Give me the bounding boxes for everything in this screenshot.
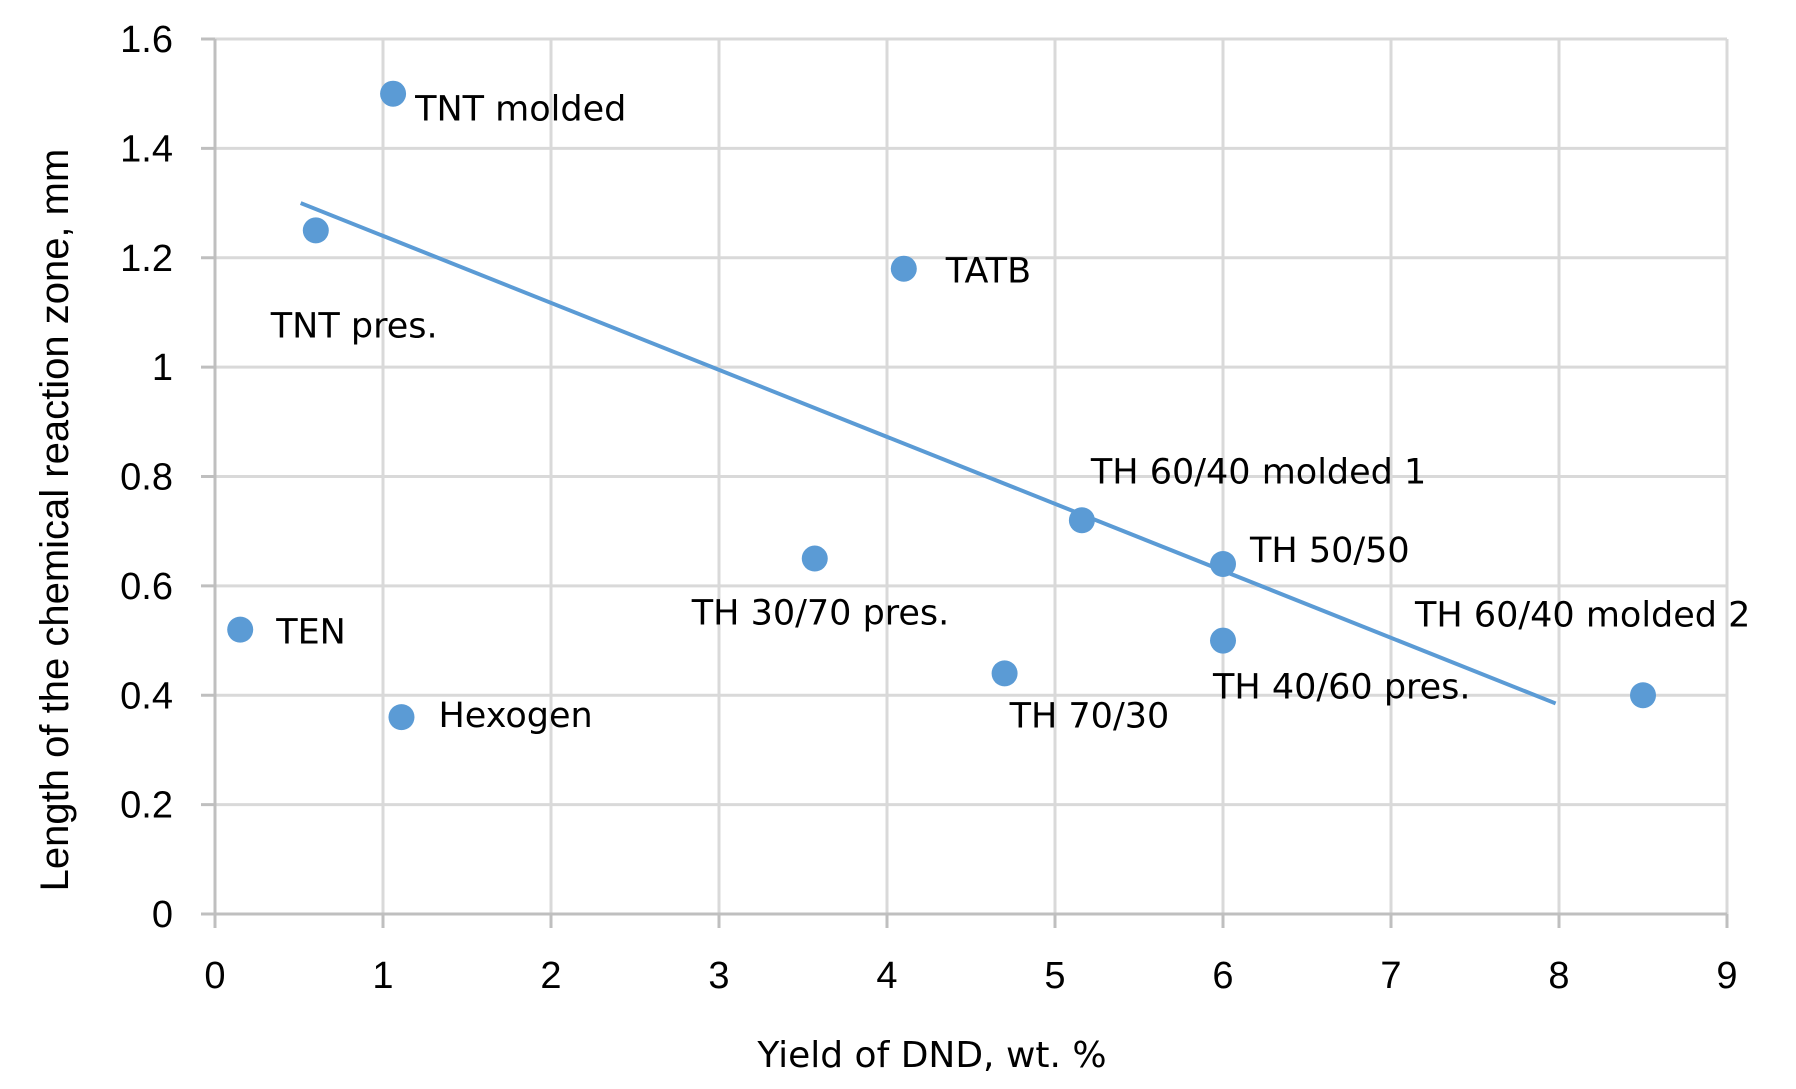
data-point: [388, 704, 415, 731]
data-point: [1210, 627, 1236, 654]
data-label: TH 70/30: [1009, 696, 1170, 736]
y-tick-label: 0.2: [120, 785, 173, 827]
data-point: [890, 255, 917, 282]
y-tick-labels: 0 0.2 0.4 0.6 0.8 1 1.2 1.4 1.6: [120, 19, 173, 936]
x-tick-label: 8: [1548, 955, 1569, 997]
y-tick-label: 1: [152, 347, 173, 389]
y-tick-label: 1.2: [120, 238, 173, 280]
y-tick-label: 0: [152, 894, 173, 936]
y-tick-label: 0.6: [120, 566, 173, 608]
data-label: TNT pres.: [270, 306, 438, 346]
data-label: TH 60/40 molded 1: [1090, 452, 1426, 492]
x-tick-label: 2: [540, 955, 561, 997]
data-label: TNT molded: [414, 90, 626, 130]
y-tick-label: 1.6: [120, 19, 173, 61]
data-point: [1210, 551, 1236, 577]
trendline-group: [299, 201, 1557, 706]
data-label: TEN: [275, 613, 346, 653]
data-label: Hexogen: [438, 696, 592, 736]
x-tick-label: 0: [204, 955, 225, 997]
data-label: TH 60/40 molded 2: [1414, 595, 1750, 635]
x-tick-label: 4: [876, 955, 897, 997]
data-point: [302, 217, 329, 244]
data-label: TH 50/50: [1249, 531, 1410, 571]
x-tick-label: 1: [372, 955, 393, 997]
x-tick-label: 6: [1212, 955, 1233, 997]
data-point: [227, 616, 254, 643]
data-label: TATB: [945, 252, 1031, 292]
y-tick-label: 1.4: [120, 128, 173, 170]
x-tick-label: 9: [1716, 955, 1737, 997]
data-points: [227, 80, 1656, 731]
x-tick-label: 3: [708, 955, 729, 997]
y-tick-label: 0.4: [120, 675, 173, 717]
point-labels: TNT molded TNT pres. TATB TH 60/40 molded 1…: [270, 90, 1751, 737]
y-tick-label: 0.8: [120, 457, 173, 499]
trendline: [299, 201, 1557, 706]
data-label: TH 40/60 pres.: [1212, 668, 1471, 708]
data-point: [380, 80, 407, 107]
data-point: [1068, 507, 1095, 534]
y-axis-title: Length of the chemical reaction zone, mm: [33, 149, 77, 892]
x-tick-labels: 0 1 2 3 4 5 6 7 8 9: [204, 955, 1737, 997]
data-point: [991, 660, 1018, 687]
x-tick-label: 5: [1044, 955, 1065, 997]
data-label: TH 30/70 pres.: [691, 594, 950, 634]
x-tick-label: 7: [1380, 955, 1401, 997]
data-point: [1630, 682, 1656, 709]
x-axis-title: Yield of DND, wt. %: [756, 1035, 1106, 1076]
gridlines: [215, 37, 1729, 914]
data-point: [801, 545, 828, 572]
axes: [201, 37, 1729, 928]
